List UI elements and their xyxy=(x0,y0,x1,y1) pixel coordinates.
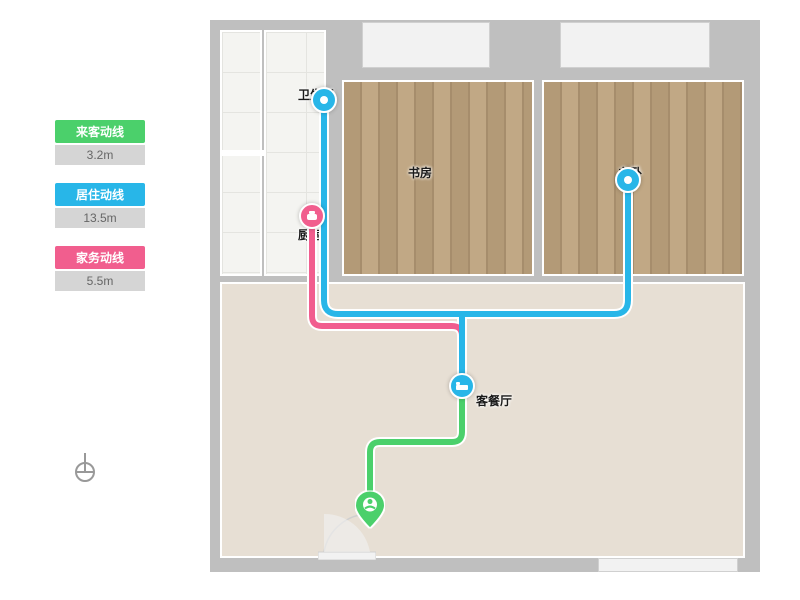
floorplan: 卫生间 书房 主卧 客餐厅 厨房 xyxy=(210,20,760,580)
path-housework xyxy=(312,216,462,386)
legend-item-housework: 家务动线 5.5m xyxy=(55,246,145,291)
path-living-outline xyxy=(324,100,628,386)
node-kitchen xyxy=(299,203,325,229)
path-living xyxy=(324,100,628,386)
path-housework-outline xyxy=(312,216,462,386)
legend-item-guest: 来客动线 3.2m xyxy=(55,120,145,165)
legend-label: 来客动线 xyxy=(55,120,145,143)
compass-icon xyxy=(70,453,100,483)
legend: 来客动线 3.2m 居住动线 13.5m 家务动线 5.5m xyxy=(55,120,145,309)
legend-value: 13.5m xyxy=(55,208,145,228)
legend-value: 5.5m xyxy=(55,271,145,291)
legend-item-living: 居住动线 13.5m xyxy=(55,183,145,228)
node-bathroom xyxy=(311,87,337,113)
start-pin-icon xyxy=(355,491,385,529)
legend-value: 3.2m xyxy=(55,145,145,165)
node-living xyxy=(449,373,475,399)
legend-label: 家务动线 xyxy=(55,246,145,269)
node-bedroom xyxy=(615,167,641,193)
legend-label: 居住动线 xyxy=(55,183,145,206)
paths-overlay xyxy=(210,20,760,580)
